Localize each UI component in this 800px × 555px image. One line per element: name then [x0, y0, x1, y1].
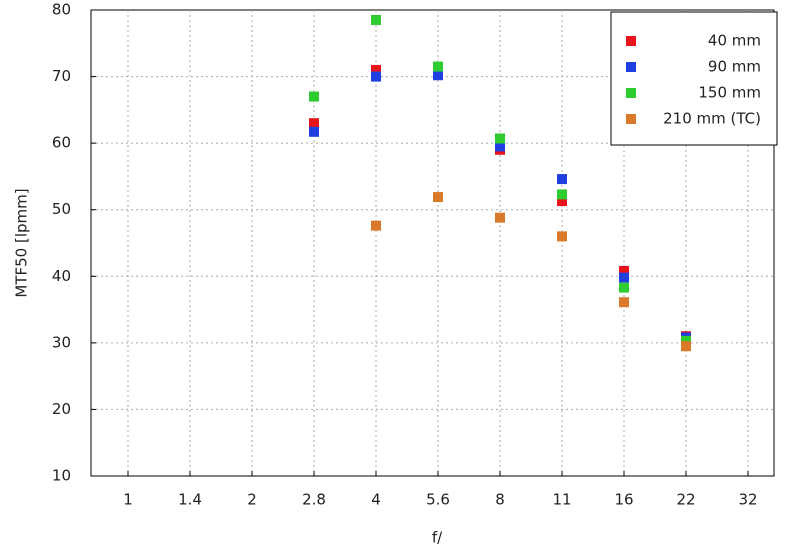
x-tick-label: 22 [676, 491, 695, 509]
marker [557, 174, 567, 185]
marker [371, 64, 381, 75]
legend-label: 210 mm (TC) [663, 110, 761, 128]
marker [619, 282, 629, 293]
marker [619, 297, 629, 308]
y-tick-label: 50 [52, 200, 71, 218]
marker [371, 220, 381, 231]
x-tick-label: 1 [123, 491, 133, 509]
marker [371, 14, 381, 25]
x-tick-label: 1.4 [178, 491, 202, 509]
marker [371, 71, 381, 82]
marker [557, 196, 567, 207]
marker [619, 265, 629, 276]
marker [433, 70, 443, 81]
marker [433, 61, 443, 72]
y-tick-label: 40 [52, 267, 71, 285]
y-tick-label: 70 [52, 67, 71, 85]
marker [495, 133, 505, 144]
marker [309, 126, 319, 137]
y-axis-label: MTF50 [lpmm] [13, 188, 31, 297]
marker [681, 341, 691, 352]
marker [681, 335, 691, 346]
x-tick-label: 8 [495, 491, 505, 509]
marker [557, 231, 567, 242]
x-tick-label: 32 [738, 491, 757, 509]
x-tick-label: 11 [552, 491, 571, 509]
y-tick-label: 20 [52, 400, 71, 418]
legend-swatch [626, 36, 636, 46]
x-tick-label: 5.6 [426, 491, 450, 509]
legend-swatch [626, 88, 636, 98]
x-tick-label: 4 [371, 491, 381, 509]
marker [495, 141, 505, 152]
x-tick-label: 16 [614, 491, 633, 509]
x-tick-label: 2 [247, 491, 257, 509]
y-tick-label: 30 [52, 333, 71, 351]
marker [433, 192, 443, 203]
y-tick-label: 10 [52, 467, 71, 485]
x-tick-label: 2.8 [302, 491, 326, 509]
marker [309, 91, 319, 102]
marker [619, 272, 629, 283]
marker [557, 189, 567, 200]
x-axis-label: f/ [432, 529, 443, 547]
marker [309, 118, 319, 129]
y-tick-label: 80 [52, 1, 71, 19]
legend-swatch [626, 114, 636, 124]
y-tick-label: 60 [52, 134, 71, 152]
legend-swatch [626, 62, 636, 72]
legend-label: 90 mm [708, 58, 761, 76]
legend-label: 150 mm [698, 84, 761, 102]
legend-label: 40 mm [708, 32, 761, 50]
marker [495, 212, 505, 223]
legend-box [610, 11, 778, 146]
